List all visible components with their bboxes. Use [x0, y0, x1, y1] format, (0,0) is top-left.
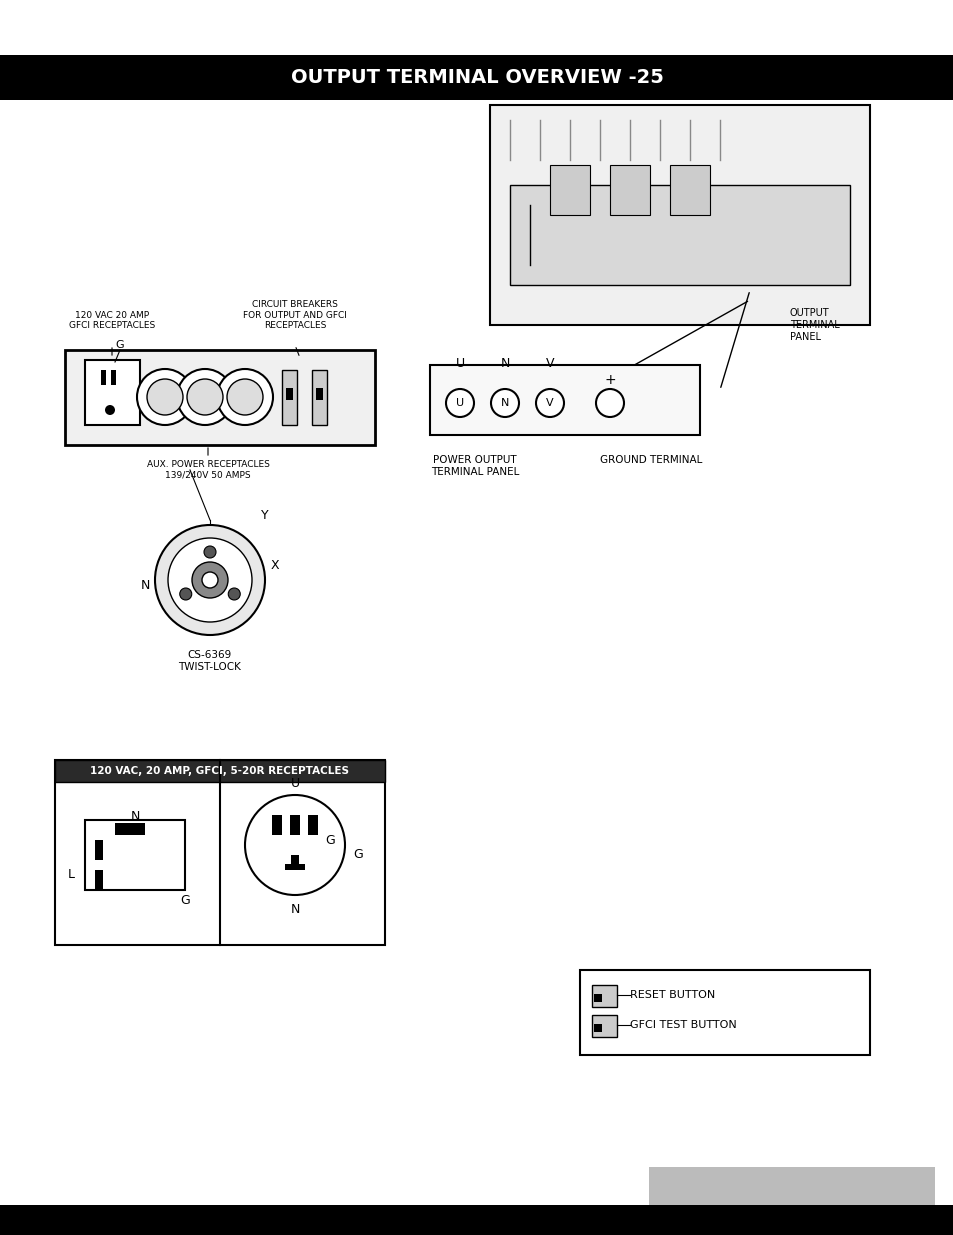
- Bar: [594, 1024, 601, 1032]
- Text: OUTPUT TERMINAL OVERVIEW -25: OUTPUT TERMINAL OVERVIEW -25: [291, 68, 662, 86]
- Bar: [550, 165, 589, 215]
- Bar: [669, 165, 709, 215]
- Bar: [85, 359, 140, 425]
- Text: OUTPUT
TERMINAL
PANEL: OUTPUT TERMINAL PANEL: [789, 309, 839, 342]
- Circle shape: [154, 525, 265, 635]
- Circle shape: [177, 369, 233, 425]
- Text: 120 VAC 20 AMP
GFCI RECEPTACLES: 120 VAC 20 AMP GFCI RECEPTACLES: [69, 310, 155, 330]
- Text: L: L: [68, 868, 75, 882]
- Bar: [55, 760, 385, 945]
- Bar: [101, 370, 106, 385]
- Bar: [490, 105, 869, 325]
- Bar: [85, 820, 185, 890]
- Bar: [592, 986, 617, 1007]
- Bar: [594, 994, 601, 1002]
- Text: G: G: [353, 848, 362, 862]
- Bar: [510, 185, 849, 285]
- Text: GROUND TERMINAL: GROUND TERMINAL: [599, 454, 701, 466]
- Text: N: N: [500, 398, 509, 408]
- Text: G: G: [115, 340, 124, 350]
- Bar: [592, 1015, 617, 1037]
- Circle shape: [179, 588, 192, 600]
- Bar: [430, 366, 700, 435]
- Text: V: V: [545, 357, 554, 370]
- Bar: [315, 388, 323, 400]
- Circle shape: [446, 389, 474, 417]
- Bar: [95, 840, 103, 860]
- Bar: [308, 815, 317, 835]
- Text: CS-6369
TWIST-LOCK: CS-6369 TWIST-LOCK: [178, 650, 241, 672]
- Text: U: U: [456, 398, 463, 408]
- Circle shape: [245, 795, 345, 895]
- Text: CIRCUIT BREAKERS
FOR OUTPUT AND GFCI
RECEPTACLES: CIRCUIT BREAKERS FOR OUTPUT AND GFCI REC…: [243, 300, 347, 330]
- Circle shape: [216, 369, 273, 425]
- Text: 120 VAC, 20 AMP, GFCI, 5-20R RECEPTACLES: 120 VAC, 20 AMP, GFCI, 5-20R RECEPTACLES: [91, 766, 349, 776]
- Circle shape: [491, 389, 518, 417]
- Text: V: V: [546, 398, 554, 408]
- Text: U: U: [290, 777, 299, 790]
- Circle shape: [137, 369, 193, 425]
- Bar: [65, 350, 375, 445]
- Bar: [0, 1205, 953, 1235]
- Text: X: X: [271, 558, 279, 572]
- Text: GFCI TEST BUTTON: GFCI TEST BUTTON: [629, 1020, 736, 1030]
- Circle shape: [228, 588, 240, 600]
- Text: N: N: [140, 578, 150, 592]
- Bar: [648, 1167, 934, 1223]
- Circle shape: [147, 379, 183, 415]
- Text: N: N: [131, 810, 139, 823]
- Circle shape: [105, 405, 115, 415]
- Text: AUX. POWER RECEPTACLES
139/240V 50 AMPS: AUX. POWER RECEPTACLES 139/240V 50 AMPS: [147, 459, 269, 479]
- Bar: [291, 855, 298, 869]
- Circle shape: [227, 379, 263, 415]
- Circle shape: [187, 379, 223, 415]
- Bar: [286, 388, 293, 400]
- Circle shape: [202, 572, 218, 588]
- Bar: [579, 969, 869, 1055]
- Circle shape: [204, 546, 215, 558]
- Text: RESET BUTTON: RESET BUTTON: [629, 990, 715, 1000]
- Bar: [272, 815, 282, 835]
- Text: Y: Y: [261, 509, 269, 521]
- Bar: [0, 56, 953, 100]
- Text: POWER OUTPUT
TERMINAL PANEL: POWER OUTPUT TERMINAL PANEL: [431, 454, 518, 477]
- Bar: [609, 165, 649, 215]
- Text: N: N: [499, 357, 509, 370]
- Bar: [95, 869, 103, 890]
- Text: G: G: [325, 834, 335, 846]
- Text: +: +: [603, 373, 616, 387]
- Circle shape: [596, 389, 623, 417]
- Bar: [111, 370, 116, 385]
- Bar: [55, 760, 385, 782]
- Text: G: G: [180, 893, 190, 906]
- Bar: [290, 815, 299, 835]
- Text: U: U: [455, 357, 464, 370]
- Circle shape: [192, 562, 228, 598]
- Bar: [285, 864, 305, 869]
- Text: N: N: [290, 903, 299, 916]
- Circle shape: [536, 389, 563, 417]
- Circle shape: [168, 538, 252, 622]
- Bar: [282, 370, 296, 425]
- Bar: [115, 823, 145, 835]
- Bar: [312, 370, 327, 425]
